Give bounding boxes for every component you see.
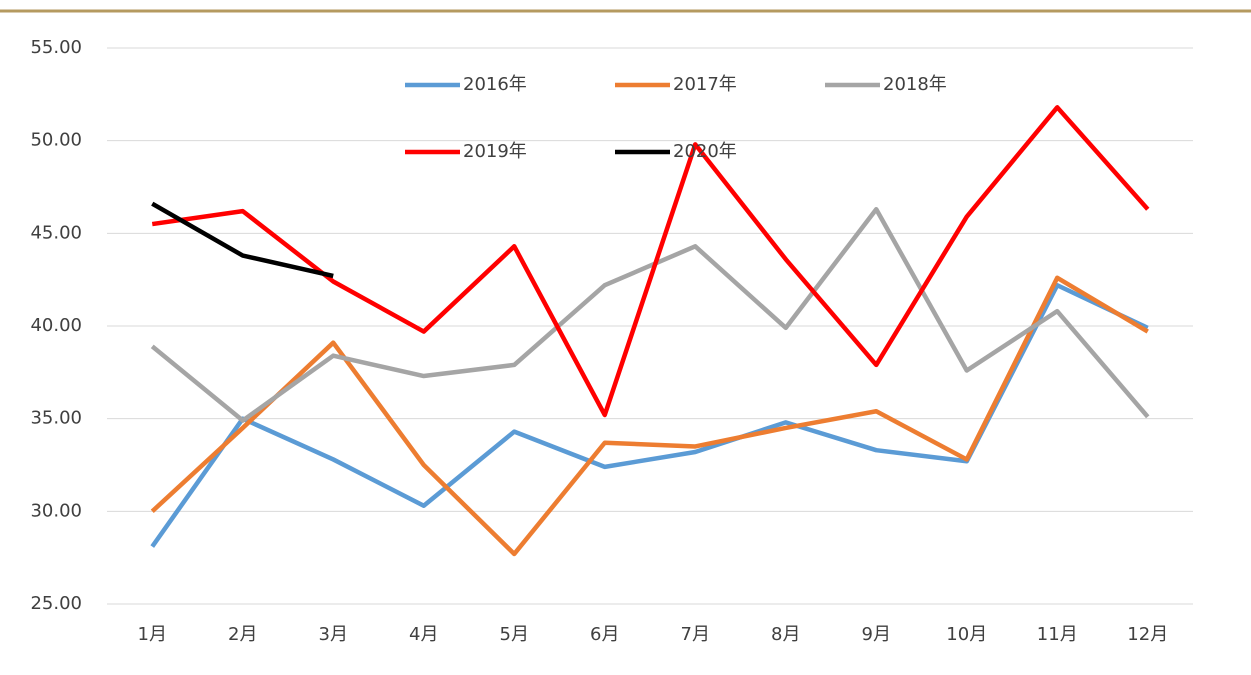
legend-label: 2019年: [463, 141, 527, 162]
y-tick-label: 30.00: [30, 500, 82, 521]
series-line: [151, 105, 1150, 418]
x-tick-label: 7月: [681, 624, 710, 645]
x-tick-label: 4月: [409, 624, 438, 645]
y-tick-label: 25.00: [30, 593, 82, 614]
x-tick-label: 9月: [862, 624, 891, 645]
x-tick-label: 5月: [500, 624, 529, 645]
x-tick-label: 2月: [228, 624, 257, 645]
legend-label: 2020年: [673, 141, 737, 162]
y-tick-label: 55.00: [30, 37, 82, 58]
legend-label: 2018年: [883, 74, 947, 95]
legend-label: 2016年: [463, 74, 527, 95]
y-tick-label: 50.00: [30, 130, 82, 151]
x-tick-label: 12月: [1127, 624, 1168, 645]
series-line: [150, 275, 1149, 557]
series-line: [150, 206, 1150, 423]
y-tick-label: 40.00: [30, 315, 82, 336]
y-tick-label: 45.00: [30, 222, 82, 243]
x-tick-label: 8月: [771, 624, 800, 645]
series-line: [151, 201, 334, 279]
x-tick-label: 10月: [946, 624, 987, 645]
x-tick-label: 3月: [319, 624, 348, 645]
y-tick-label: 35.00: [30, 408, 82, 429]
legend-label: 2017年: [673, 74, 737, 95]
x-tick-label: 1月: [138, 624, 167, 645]
x-tick-label: 6月: [590, 624, 619, 645]
x-tick-label: 11月: [1037, 624, 1078, 645]
